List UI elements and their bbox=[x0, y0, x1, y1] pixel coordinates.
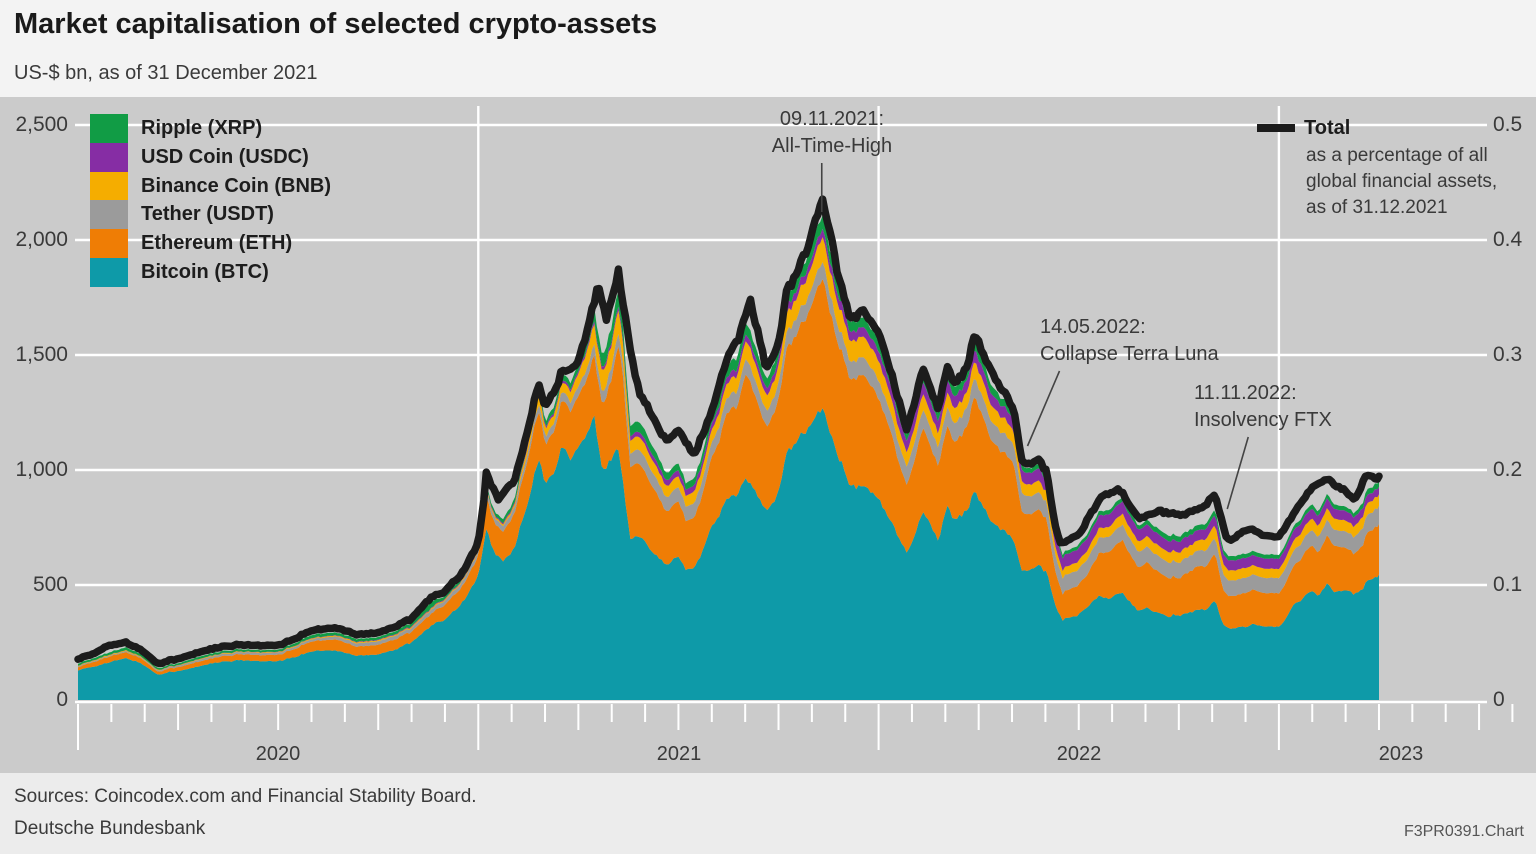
legend-item-ethereum: Ethereum (ETH) bbox=[90, 229, 331, 258]
legend-label-usd-coin: USD Coin (USDC) bbox=[141, 145, 309, 168]
x-tick-label-2022: 2022 bbox=[1056, 743, 1102, 765]
legend-swatch-usd-coin bbox=[90, 142, 128, 172]
annotation-line-ftx bbox=[1226, 436, 1250, 510]
x-tick-label-2020: 2020 bbox=[255, 743, 301, 765]
legend-item-binance-coin: Binance Coin (BNB) bbox=[90, 171, 331, 201]
annotation-ftx: 11.11.2022: Insolvency FTX bbox=[1194, 382, 1332, 431]
legend-item-tether: Tether (USDT) bbox=[90, 200, 331, 230]
legend-item-ripple: Ripple (XRP) bbox=[90, 114, 331, 143]
y-right-tick-label: 0.4 bbox=[1493, 228, 1523, 251]
page-title: Market capitalisation of selected crypto… bbox=[14, 8, 658, 40]
legend-label-ripple: Ripple (XRP) bbox=[141, 117, 263, 139]
legend-label-binance-coin: Binance Coin (BNB) bbox=[141, 174, 331, 197]
annotation-terra-luna: 14.05.2022: Collapse Terra Luna bbox=[1040, 316, 1219, 365]
legend-swatch-binance-coin bbox=[90, 171, 128, 201]
legend-swatch-ethereum bbox=[90, 229, 128, 258]
y-right-tick-label: 0.2 bbox=[1493, 458, 1523, 481]
legend-label-ethereum: Ethereum (ETH) bbox=[141, 232, 293, 255]
y-right-tick-label: 0.1 bbox=[1493, 573, 1523, 596]
legend-swatch-ripple bbox=[90, 114, 128, 143]
total-percentage-line bbox=[74, 195, 1383, 668]
y-right-tick-label: 0.5 bbox=[1493, 113, 1523, 136]
legend-swatch-tether bbox=[90, 200, 128, 230]
y-left-tick-label: 1,500 bbox=[15, 343, 68, 366]
header-band bbox=[0, 0, 1536, 97]
y-right-tick-label: 0.3 bbox=[1493, 343, 1523, 366]
total-legend-description: as a percentage of all global financial … bbox=[1306, 145, 1498, 218]
x-tick-label-2023: 2023 bbox=[1378, 743, 1424, 765]
legend-item-bitcoin: Bitcoin (BTC) bbox=[90, 257, 331, 287]
legend-item-usd-coin: USD Coin (USDC) bbox=[90, 142, 331, 172]
x-tick-label-2021: 2021 bbox=[656, 743, 702, 765]
y-right-tick-label: 0 bbox=[1493, 688, 1505, 711]
chart-id: F3PR0391.Chart bbox=[1403, 823, 1524, 840]
y-left-tick-label: 500 bbox=[32, 573, 68, 596]
y-left-tick-label: 2,500 bbox=[15, 113, 68, 136]
total-line-swatch bbox=[1257, 124, 1295, 132]
annotation-line-terra-luna bbox=[1026, 370, 1061, 447]
area-bitcoin bbox=[78, 408, 1379, 700]
publisher: Deutsche Bundesbank bbox=[14, 818, 206, 839]
y-left-tick-label: 2,000 bbox=[15, 228, 68, 251]
footer-band bbox=[0, 773, 1536, 854]
legend-swatch-bitcoin bbox=[90, 257, 128, 287]
series-legend: Ripple (XRP) USD Coin (USDC) Binance Coin … bbox=[90, 114, 331, 287]
legend-label-bitcoin: Bitcoin (BTC) bbox=[141, 260, 269, 283]
total-legend-label: Total bbox=[1304, 116, 1351, 139]
page-subtitle: US-$ bn, as of 31 December 2021 bbox=[14, 62, 318, 84]
total-line-legend: Total as a percentage of all global fina… bbox=[1257, 115, 1523, 221]
legend-label-tether: Tether (USDT) bbox=[141, 203, 274, 226]
y-left-tick-label: 0 bbox=[56, 688, 68, 711]
area-ethereum bbox=[78, 279, 1379, 675]
annotation-all-time-high: 09.11.2021: All-Time-High bbox=[771, 108, 893, 157]
y-left-tick-label: 1,000 bbox=[15, 458, 68, 481]
sources-note: Sources: Coincodex.com and Financial Sta… bbox=[14, 786, 477, 807]
